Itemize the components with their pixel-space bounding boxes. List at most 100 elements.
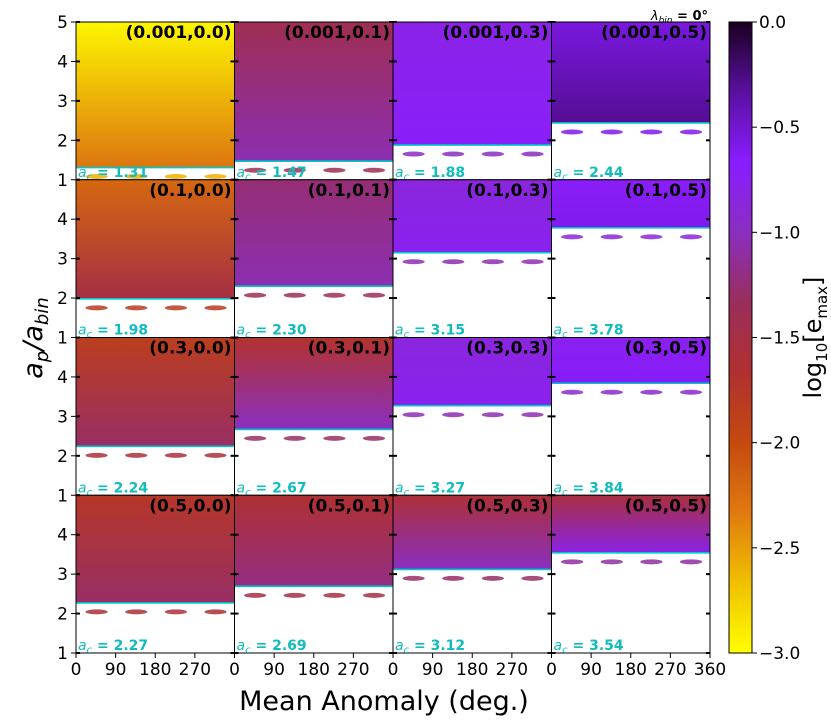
panel-label: (0.3,0.0) bbox=[149, 339, 231, 359]
x-tick-label: 90 bbox=[422, 660, 444, 680]
heatmap-stable-region bbox=[393, 495, 552, 570]
unstable-islands bbox=[402, 151, 544, 157]
island-mark bbox=[402, 575, 425, 581]
island-mark bbox=[85, 305, 108, 311]
island-mark bbox=[481, 259, 504, 265]
unstable-islands bbox=[561, 559, 703, 565]
panel-1-2: (0.001,0.1) ac = 1.47 bbox=[234, 21, 394, 183]
unstable-islands bbox=[85, 305, 227, 311]
x-axis: 0 90 180 270 0 90 180 270 0 90 180 270 0 90 180 270 360 bbox=[71, 653, 726, 680]
island-mark bbox=[283, 592, 306, 598]
panel-label: (0.1,0.5) bbox=[625, 181, 707, 201]
y-axis-label: ap/abin bbox=[18, 297, 53, 378]
x-tick-label: 90 bbox=[263, 660, 285, 680]
island-mark bbox=[125, 609, 148, 615]
colorbar-tick-label: −0.5 bbox=[759, 118, 800, 138]
ac-value-label: ac = 2.44 bbox=[554, 165, 624, 183]
panel-label: (0.1,0.0) bbox=[149, 181, 231, 201]
heatmap-stable-region bbox=[76, 179, 235, 299]
panel-label: (0.5,0.3) bbox=[466, 496, 548, 516]
x-tick-label: 90 bbox=[580, 660, 602, 680]
island-mark bbox=[362, 167, 386, 173]
panel-label: (0.001,0.0) bbox=[126, 23, 232, 43]
panel-label: (0.001,0.1) bbox=[284, 23, 390, 43]
y-tick-label: 3 bbox=[57, 565, 68, 585]
heatmap-stable-region bbox=[551, 22, 710, 123]
y-axis: 1 2 3 4 5 1 2 3 4 1 2 3 4 1 2 3 4 bbox=[57, 13, 76, 664]
island-mark bbox=[244, 435, 267, 441]
x-tick-label: 270 bbox=[496, 660, 528, 680]
y-tick-label: 5 bbox=[57, 13, 68, 33]
island-mark bbox=[679, 559, 703, 565]
colorbar-tick-label: 0.0 bbox=[759, 13, 786, 33]
y-tick-label: 2 bbox=[57, 131, 68, 151]
island-mark bbox=[164, 174, 187, 180]
ac-value-label: ac = 3.12 bbox=[395, 638, 465, 656]
panel-label: (0.3,0.3) bbox=[466, 339, 548, 359]
island-mark bbox=[323, 167, 346, 173]
ac-value-label: ac = 3.78 bbox=[554, 323, 624, 341]
unstable-islands bbox=[561, 389, 703, 395]
panel-1-1: (0.001,0.0) ac = 1.31 bbox=[75, 21, 235, 183]
panel-label: (0.001,0.5) bbox=[601, 23, 707, 43]
island-mark bbox=[442, 412, 465, 418]
island-mark bbox=[244, 292, 267, 298]
panel-4-4: (0.5,0.5) ac = 3.54 bbox=[551, 494, 711, 656]
heatmap-stable-region bbox=[234, 179, 393, 287]
x-tick-label: 270 bbox=[179, 660, 211, 680]
unstable-islands bbox=[85, 609, 227, 615]
x-tick-label: 180 bbox=[615, 660, 647, 680]
panel-4-3: (0.5,0.3) ac = 3.12 bbox=[392, 494, 552, 656]
x-tick-label: 180 bbox=[139, 660, 171, 680]
ac-value-label: ac = 2.27 bbox=[78, 638, 148, 656]
panel-label: (0.5,0.1) bbox=[308, 496, 390, 516]
x-tick-label: 0 bbox=[71, 660, 82, 680]
panel-2-2: (0.1,0.1) ac = 2.30 bbox=[234, 178, 394, 341]
x-tick-label: 0 bbox=[546, 660, 557, 680]
heatmap-stable-region bbox=[234, 22, 393, 162]
ac-value-label: ac = 2.24 bbox=[78, 480, 148, 498]
island-mark bbox=[640, 559, 663, 565]
panel-1-3: (0.001,0.3) ac = 1.88 bbox=[392, 21, 552, 183]
ac-value-label: ac = 2.67 bbox=[237, 480, 307, 498]
island-mark bbox=[164, 452, 187, 458]
y-tick-label: 4 bbox=[57, 368, 68, 388]
island-mark bbox=[679, 389, 703, 395]
island-mark bbox=[204, 609, 227, 615]
panel-1-4: (0.001,0.5) ac = 2.44 bbox=[551, 21, 711, 183]
ac-value-label: ac = 2.69 bbox=[237, 638, 307, 656]
island-mark bbox=[244, 167, 267, 173]
island-mark bbox=[561, 129, 584, 135]
island-mark bbox=[679, 234, 703, 240]
colorbar-tick-label: −2.0 bbox=[759, 434, 800, 454]
unstable-islands bbox=[244, 592, 386, 598]
island-mark bbox=[402, 151, 425, 157]
panel-2-3: (0.1,0.3) ac = 3.15 bbox=[392, 178, 552, 341]
island-mark bbox=[283, 435, 306, 441]
island-mark bbox=[521, 259, 544, 265]
colorbar: 0.0 −0.5 −1.0 −1.5 −2.0 −2.5 −3.0 log10[emax] bbox=[728, 13, 831, 664]
island-mark bbox=[600, 559, 623, 565]
panel-label: (0.001,0.3) bbox=[443, 23, 549, 43]
heatmap-stable-region bbox=[551, 337, 710, 384]
island-mark bbox=[323, 435, 346, 441]
heatmap-stable-region bbox=[234, 495, 393, 587]
ac-value-label: ac = 3.15 bbox=[395, 323, 465, 341]
island-mark bbox=[362, 292, 386, 298]
x-tick-label: 270 bbox=[654, 660, 686, 680]
island-mark bbox=[402, 412, 425, 418]
island-mark bbox=[481, 575, 504, 581]
panel-3-2: (0.3,0.1) ac = 2.67 bbox=[234, 336, 394, 498]
panel-label: (0.3,0.5) bbox=[625, 339, 707, 359]
x-tick-label: 180 bbox=[456, 660, 488, 680]
colorbar-tick-label: −1.0 bbox=[759, 223, 800, 243]
island-mark bbox=[362, 435, 386, 441]
heatmap-stable-region bbox=[76, 495, 235, 603]
panel-2-1: (0.1,0.0) ac = 1.98 bbox=[75, 178, 235, 341]
island-mark bbox=[521, 151, 544, 157]
unstable-islands bbox=[244, 435, 386, 441]
island-mark bbox=[442, 259, 465, 265]
island-mark bbox=[164, 305, 187, 311]
island-mark bbox=[640, 389, 663, 395]
